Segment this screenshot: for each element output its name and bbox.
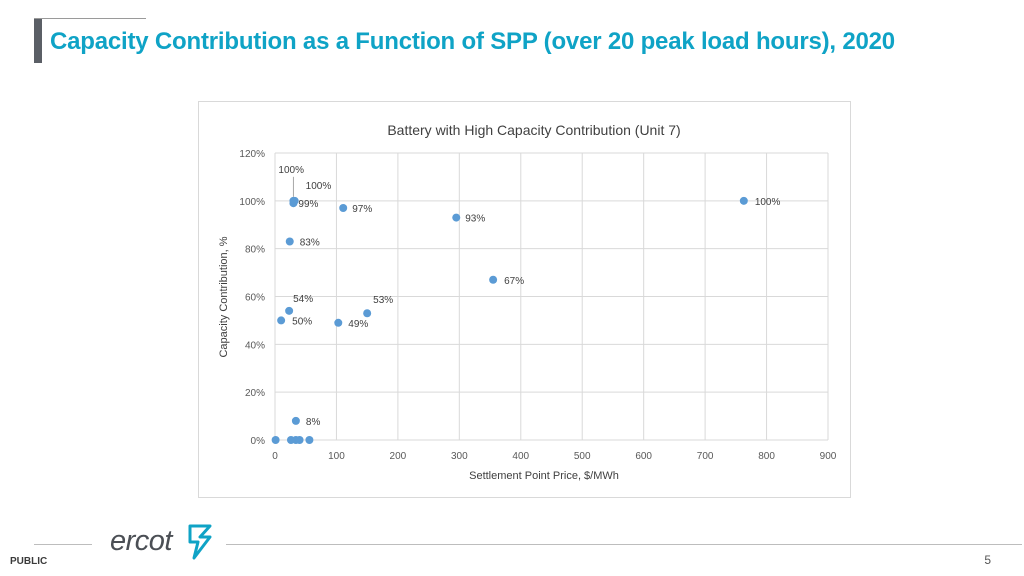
x-tick-label: 500 [574, 451, 591, 462]
data-label: 49% [348, 319, 368, 330]
x-tick-label: 900 [820, 451, 837, 462]
y-tick-label: 100% [239, 197, 265, 208]
x-tick-label: 200 [390, 451, 407, 462]
scatter-point [289, 199, 298, 208]
data-label: 93% [465, 214, 485, 225]
data-label: 67% [504, 276, 524, 287]
footer-rule-left [34, 544, 92, 545]
data-label: 50% [292, 316, 312, 327]
data-label: 100% [755, 197, 781, 208]
x-tick-label: 600 [635, 451, 652, 462]
scatter-point [739, 196, 748, 205]
chart-title: Battery with High Capacity Contribution … [387, 122, 680, 138]
data-label: 8% [306, 417, 321, 428]
y-tick-label: 60% [245, 293, 265, 304]
footer-rule-right [226, 544, 1022, 545]
scatter-point [489, 275, 498, 284]
scatter-point [291, 416, 300, 425]
scatter-point [452, 213, 461, 222]
scatter-point [363, 309, 372, 318]
logo-mark-icon [188, 524, 212, 560]
y-tick-label: 20% [245, 388, 265, 399]
data-label: 97% [352, 204, 372, 215]
y-axis-title: Capacity Contribution, % [218, 236, 230, 357]
title-rule [34, 18, 146, 19]
slide-title: Capacity Contribution as a Function of S… [50, 28, 895, 55]
scatter-point [271, 436, 280, 444]
x-tick-label: 700 [697, 451, 714, 462]
ercot-logo: ercot [110, 522, 218, 564]
scatter-point [285, 237, 294, 246]
data-labels: 100%100%99% 97%93%100%83%67%54% 53%50% 49%8… [278, 165, 780, 428]
page-number: 5 [984, 553, 991, 567]
x-tick-label: 100 [328, 451, 345, 462]
data-label: 99% [298, 199, 318, 210]
x-axis-title: Settlement Point Price, $/MWh [469, 470, 619, 482]
scatter-point [277, 316, 286, 325]
data-label: 100% [278, 165, 304, 176]
axis-labels: 0% 20% 40% 60% 80% 100% 120% 0 100 200 300 400 500 60… [239, 149, 836, 462]
title-accent-bar [34, 19, 42, 63]
y-tick-label: 40% [245, 340, 265, 351]
scatter-point [339, 204, 348, 213]
scatter-point [305, 436, 314, 444]
classification-label: PUBLIC [10, 556, 48, 567]
x-tick-label: 300 [451, 451, 468, 462]
scatter-chart: 0% 20% 40% 60% 80% 100% 120% 0 100 200 300 400 500 60… [218, 122, 837, 482]
chart-frame: 0% 20% 40% 60% 80% 100% 120% 0 100 200 300 400 500 60… [198, 101, 851, 498]
data-points [271, 196, 748, 444]
data-label: 53% [373, 295, 393, 306]
logo-wordmark: ercot [110, 525, 172, 557]
y-tick-label: 120% [239, 149, 265, 160]
data-label: 54% [293, 294, 313, 305]
data-label: 100% [306, 181, 332, 192]
data-label: 83% [300, 237, 320, 248]
scatter-point [295, 436, 304, 444]
y-tick-label: 80% [245, 245, 265, 256]
x-tick-label: 800 [758, 451, 775, 462]
scatter-point [334, 318, 343, 327]
scatter-point [285, 306, 294, 315]
gridlines [274, 152, 829, 441]
x-tick-label: 0 [272, 451, 278, 462]
y-tick-label: 0% [251, 436, 266, 447]
x-tick-label: 400 [512, 451, 529, 462]
